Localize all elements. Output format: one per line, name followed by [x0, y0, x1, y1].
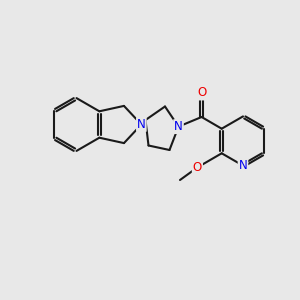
Text: O: O: [193, 161, 202, 174]
Text: O: O: [197, 86, 206, 100]
Text: N: N: [137, 118, 146, 131]
Text: N: N: [238, 159, 247, 172]
Text: N: N: [174, 120, 183, 133]
